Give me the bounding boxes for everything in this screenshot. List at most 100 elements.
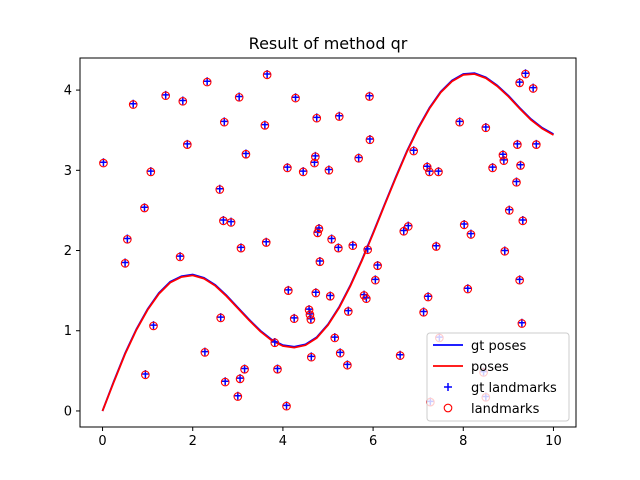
landmark-point: [431, 242, 441, 251]
landmark-point: [306, 315, 316, 324]
landmark-point: [305, 310, 315, 320]
landmark-point: [504, 206, 514, 215]
landmark-point: [270, 338, 280, 348]
y-tick-label: 1: [64, 324, 72, 339]
landmark-point: [219, 117, 229, 127]
landmark-point: [234, 92, 244, 102]
landmark-point: [312, 113, 322, 123]
x-tick-label: 6: [369, 434, 377, 449]
landmark-point: [521, 69, 530, 79]
landmark-point: [311, 288, 321, 298]
landmark-point: [531, 140, 541, 149]
landmark-point: [236, 243, 246, 253]
landmark-point: [365, 92, 374, 101]
landmark-point: [528, 84, 538, 93]
landmark-point: [455, 117, 465, 127]
landmark-point: [175, 252, 185, 262]
landmark-point: [262, 70, 272, 80]
legend: gt poses poses gt landmarks landmarks: [426, 332, 570, 422]
x-tick-label: 4: [279, 434, 287, 449]
y-tick-label: 4: [64, 84, 72, 99]
landmark-point: [313, 228, 322, 238]
landmark-point: [260, 121, 270, 130]
landmark-point: [304, 305, 314, 315]
landmark-point: [399, 226, 409, 236]
landmark-point: [515, 275, 524, 285]
landmark-point: [517, 319, 527, 328]
landmark-point: [298, 167, 308, 177]
landmark-point: [365, 135, 375, 145]
axes-frame: [79, 57, 577, 428]
x-tick-label: 2: [189, 434, 197, 449]
landmark-point: [335, 348, 345, 358]
landmark-point: [325, 291, 335, 301]
landmark-point: [99, 158, 108, 168]
landmark-point: [311, 152, 320, 162]
landmark-point: [141, 370, 150, 380]
landmark-point: [343, 360, 352, 370]
landmark-point: [361, 294, 371, 304]
legend-label: gt poses: [471, 339, 526, 354]
landmark-point: [146, 167, 156, 177]
landmark-point: [327, 234, 336, 244]
landmark-point: [283, 286, 293, 295]
landmark-point: [363, 245, 373, 255]
landmark-point: [481, 123, 491, 133]
landmark-point: [182, 140, 192, 149]
landmark-point: [200, 348, 210, 357]
landmark-point: [233, 392, 243, 401]
landmark-point: [499, 156, 509, 166]
landmark-point: [235, 374, 245, 384]
landmark-point: [140, 203, 149, 213]
landmark-point: [498, 150, 508, 160]
landmark-point: [516, 161, 525, 170]
landmark-point: [161, 91, 171, 101]
landmark-point: [273, 364, 282, 374]
landmark-point: [261, 238, 271, 247]
legend-label: gt landmarks: [471, 381, 557, 396]
chart-title: Result of method qr: [249, 34, 408, 53]
landmark-point: [373, 261, 382, 271]
landmark-point: [310, 158, 319, 168]
landmark-point: [370, 275, 380, 285]
landmark-point: [422, 162, 432, 172]
legend-swatch: [444, 383, 452, 391]
landmark-point: [240, 364, 249, 374]
landmark-point: [314, 224, 324, 234]
y-tick-label: 3: [64, 164, 72, 179]
landmark-point: [515, 78, 524, 88]
landmark-point: [425, 167, 434, 177]
landmark-point: [423, 292, 433, 302]
landmark-point: [488, 163, 497, 173]
landmark-point: [395, 351, 405, 360]
landmark-point: [334, 243, 343, 253]
landmark-point: [220, 377, 230, 387]
landmark-point: [226, 218, 236, 227]
landmark-point: [466, 230, 476, 239]
x-tick-label: 10: [545, 434, 562, 449]
landmark-point: [419, 307, 428, 317]
landmark-point: [282, 401, 291, 411]
landmark-point: [216, 313, 226, 323]
legend-label: poses: [471, 360, 509, 375]
landmark-point: [463, 284, 473, 294]
legend-label: landmarks: [471, 402, 540, 417]
landmark-point: [348, 241, 358, 251]
landmark-point: [306, 352, 316, 362]
landmark-point: [330, 333, 340, 343]
landmark-point: [128, 100, 138, 109]
landmark-point: [334, 112, 344, 121]
landmark-point: [289, 314, 299, 324]
landmark-point: [343, 307, 353, 316]
series-line-poses: [101, 73, 554, 412]
landmark-point: [513, 140, 522, 149]
landmark-point: [241, 149, 251, 159]
landmark-point: [215, 185, 225, 194]
landmark-point: [512, 177, 521, 187]
landmark-point: [500, 246, 510, 256]
plot-area: 0 2 4 6 8 10 0 1 2 3 4: [64, 57, 577, 449]
landmark-point: [434, 167, 443, 177]
landmark-point: [315, 257, 325, 267]
legend-swatch: [443, 403, 453, 413]
